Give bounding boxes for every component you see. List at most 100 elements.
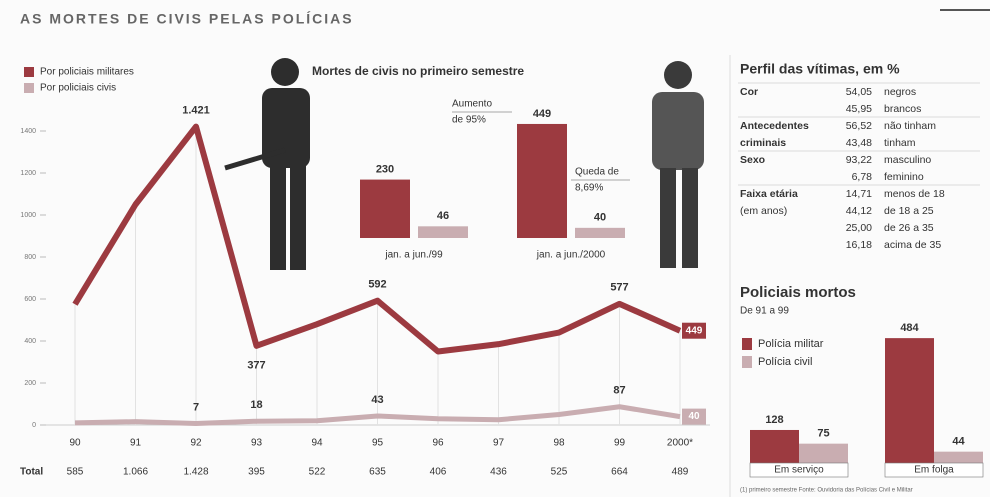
total-value: 522 — [309, 467, 326, 478]
profile-label: de 26 a 35 — [884, 222, 934, 234]
value-label: 43 — [371, 394, 383, 406]
profile-label: masculino — [884, 154, 931, 166]
profile-label: negros — [884, 86, 916, 98]
category-label: jan. a jun./2000 — [536, 250, 606, 261]
category-label: Em folga — [914, 465, 954, 476]
annotation: Aumento — [452, 99, 492, 110]
x-tick-label: 94 — [311, 438, 323, 449]
group-name: Sexo — [740, 154, 765, 166]
inset-title: Mortes de civis no primeiro semestre — [312, 64, 524, 78]
value-label: 18 — [250, 399, 262, 411]
bar — [575, 228, 625, 238]
profile-value: 14,71 — [846, 188, 872, 200]
legend-swatch — [24, 83, 34, 93]
group-note: criminais — [740, 137, 786, 149]
total-value: 635 — [369, 467, 386, 478]
total-label: Total — [20, 467, 43, 478]
total-value: 525 — [551, 467, 568, 478]
group-note: (em anos) — [740, 205, 787, 217]
annotation: Queda de — [575, 167, 619, 178]
value-label: 128 — [765, 414, 783, 426]
y-tick-label: 0 — [32, 422, 36, 429]
x-tick-label: 97 — [493, 438, 505, 449]
x-tick-label: 91 — [130, 438, 142, 449]
chart-subtitle: De 91 a 99 — [740, 306, 789, 317]
legend-label: Por policiais militares — [40, 67, 134, 78]
value-label: 44 — [952, 436, 965, 448]
profile-value: 56,52 — [846, 120, 872, 132]
value-label: 7 — [193, 401, 199, 413]
profile-label: menos de 18 — [884, 188, 945, 200]
total-value: 664 — [611, 467, 628, 478]
legend-swatch — [24, 67, 34, 77]
total-value: 395 — [248, 467, 265, 478]
profile-value: 54,05 — [846, 86, 872, 98]
y-tick-label: 1200 — [20, 170, 36, 177]
infographic: AS MORTES DE CIVIS PELAS POLÍCIAS 0 200 40… — [0, 0, 990, 497]
y-tick-label: 800 — [24, 254, 36, 261]
y-tick-label: 400 — [24, 338, 36, 345]
x-tick-label: 96 — [432, 438, 444, 449]
value-label: 484 — [900, 322, 919, 334]
x-tick-label: 99 — [614, 438, 626, 449]
value-label: 377 — [247, 360, 265, 372]
x-tick-label: 95 — [372, 438, 384, 449]
profile-value: 6,78 — [852, 171, 873, 183]
bar — [360, 180, 410, 238]
total-value: 1.066 — [123, 467, 148, 478]
profile-label: não tinham — [884, 120, 936, 132]
legend-swatch — [742, 356, 752, 368]
y-tick-label: 1000 — [20, 212, 36, 219]
bar — [799, 444, 848, 463]
value-label: 87 — [613, 385, 625, 397]
value-label: 40 — [688, 411, 700, 422]
total-value: 585 — [67, 467, 84, 478]
bar — [885, 338, 934, 463]
legend-label: Por policiais civis — [40, 83, 116, 94]
profile-value: 45,95 — [846, 103, 872, 115]
value-label: 46 — [437, 210, 449, 222]
group-name: Cor — [740, 86, 758, 98]
profile-value: 44,12 — [846, 205, 872, 217]
legend-swatch — [742, 338, 752, 350]
x-tick-label: 93 — [251, 438, 263, 449]
annotation: 8,69% — [575, 183, 603, 194]
total-value: 1.428 — [183, 467, 208, 478]
main-title: AS MORTES DE CIVIS PELAS POLÍCIAS — [20, 11, 354, 27]
bar — [934, 452, 983, 463]
profile-label: brancos — [884, 103, 921, 115]
value-label: 449 — [533, 108, 551, 120]
value-label: 75 — [817, 428, 829, 440]
value-label: 577 — [610, 282, 628, 294]
x-tick-label: 98 — [553, 438, 565, 449]
total-value: 406 — [430, 467, 447, 478]
legend-label: Polícia militar — [758, 338, 824, 350]
total-value: 436 — [490, 467, 507, 478]
y-tick-label: 1400 — [20, 128, 36, 135]
value-label: 1.421 — [182, 104, 210, 116]
group-name: Antecedentes — [740, 120, 809, 132]
profile-value: 43,48 — [846, 137, 872, 149]
value-label: 230 — [376, 163, 394, 175]
x-tick-label: 92 — [190, 438, 202, 449]
profile-label: acima de 35 — [884, 239, 941, 251]
bar — [750, 430, 799, 463]
y-tick-label: 200 — [24, 380, 36, 387]
annotation: de 95% — [452, 115, 486, 126]
profile-label: de 18 a 25 — [884, 205, 934, 217]
value-label: 449 — [686, 325, 703, 336]
profile-value: 25,00 — [846, 222, 872, 234]
profile-value: 93,22 — [846, 154, 872, 166]
profile-value: 16,18 — [846, 239, 872, 251]
footnote: (1) primeiro semestre Fonte: Ouvidoria d… — [740, 488, 913, 494]
chart-title: Policiais mortos — [740, 284, 856, 301]
category-label: Em serviço — [774, 465, 824, 476]
profile-title: Perfil das vítimas, em % — [740, 61, 900, 77]
bar — [418, 226, 468, 238]
value-label: 40 — [594, 212, 606, 224]
bar — [517, 124, 567, 238]
x-tick-label: 2000* — [667, 438, 693, 449]
profile-label: feminino — [884, 171, 924, 183]
x-tick-label: 90 — [69, 438, 81, 449]
category-label: jan. a jun./99 — [384, 250, 443, 261]
